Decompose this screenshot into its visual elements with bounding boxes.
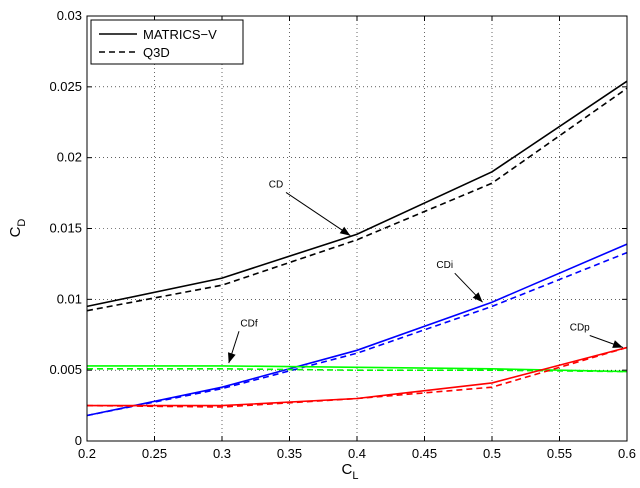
annotation-arrowhead [339,226,351,236]
series-line-cdf-matrics-v [87,365,628,373]
axis-ticks: 0.2 0.25 0.3 0.35 0.4 0.45 0.5 0.55 0.6 0 0.005 0.0… [49,8,636,461]
y-axis-label-main: C [7,226,24,237]
annotation-arrowhead [228,352,236,364]
x-tick-label: 0.2 [78,446,96,461]
annotation-arrowhead [612,340,623,348]
annotation-label-cdf: CDf [240,318,257,329]
y-tick-label: 0.015 [49,221,82,236]
annotation-layer: CD CDi CDf CDp [228,179,624,364]
x-tick-label: 0.5 [483,446,501,461]
y-tick-label: 0.025 [49,79,82,94]
x-tick-label: 0.25 [142,446,167,461]
series-line-cd-matrics-v [86,80,628,308]
y-tick-label: 0.005 [49,362,82,377]
series-line-cdi-q3d [86,251,628,417]
y-axis-label: CD [7,219,28,238]
y-axis-label-sub: D [16,219,28,227]
legend-label: MATRICS−V [143,27,217,42]
annotation-label-cdp: CDp [570,323,590,334]
x-tick-label: 0.55 [547,446,572,461]
series-line-cdi-matrics-v [86,243,628,417]
x-axis-label-main: C [342,461,353,478]
annotation-label-cd: CD [269,179,283,190]
series-line-cdp-q3d [86,346,628,408]
x-tick-label: 0.35 [277,446,302,461]
annotation-arrow-line [285,192,351,236]
series-line-cd-q3d [86,87,628,312]
x-axis-label-sub: L [352,470,358,482]
y-tick-label: 0.01 [57,291,82,306]
legend: MATRICS−V Q3D [90,19,244,65]
x-tick-label: 0.4 [348,446,366,461]
legend-box [90,19,244,65]
annotation-label-cdi: CDi [436,260,453,271]
x-tick-label: 0.3 [213,446,231,461]
grid-lines [87,16,627,441]
legend-label: Q3D [143,45,170,60]
y-tick-label: 0.03 [57,8,82,23]
y-tick-label: 0.02 [57,150,82,165]
x-tick-label: 0.45 [412,446,437,461]
x-axis-label: CL [342,461,359,482]
y-tick-label: 0 [75,433,82,448]
x-tick-label: 0.6 [618,446,636,461]
series-layer [86,80,628,417]
annotation-arrowhead [472,292,483,303]
